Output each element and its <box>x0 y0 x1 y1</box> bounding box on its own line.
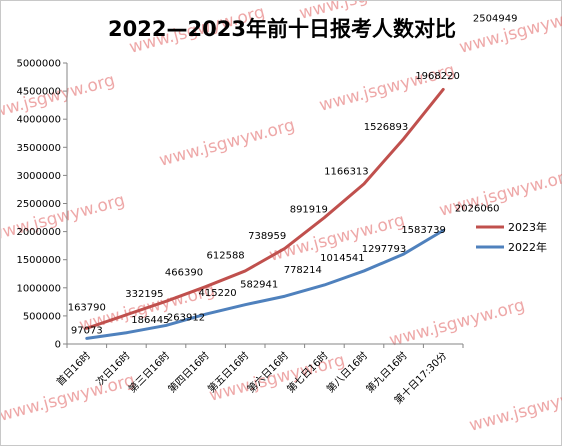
data-label: 163790 <box>68 302 106 313</box>
data-label: 1968220 <box>415 71 460 82</box>
data-label: 738959 <box>248 231 286 242</box>
data-label: 2504949 <box>473 13 518 24</box>
y-tick-label: 5000000 <box>16 59 61 70</box>
y-tick-label: 1500000 <box>16 255 61 266</box>
data-label: 891919 <box>290 204 328 215</box>
y-tick-label: 3500000 <box>16 143 61 154</box>
data-label: 97073 <box>71 325 103 336</box>
y-tick-label: 4000000 <box>16 115 61 126</box>
y-tick-label: 500000 <box>23 311 61 322</box>
data-label: 1526893 <box>364 122 409 133</box>
data-label: 263912 <box>167 312 205 323</box>
data-label: 186445 <box>131 315 169 326</box>
y-tick-label: 2000000 <box>16 227 61 238</box>
data-label: 1297793 <box>362 244 407 255</box>
x-tick-label: 第三日16时 <box>126 349 172 395</box>
watermark-text: www.jsgwyw.org <box>157 115 297 170</box>
watermark-text: www.jsgwyw.org <box>317 60 457 115</box>
series-line-2022年 <box>85 228 445 340</box>
x-tick-label: 第四日16时 <box>165 349 211 395</box>
data-label: 612588 <box>207 251 245 262</box>
legend-label: 2022年 <box>508 240 547 254</box>
data-label: 778214 <box>284 265 322 276</box>
data-label: 1583739 <box>401 225 446 236</box>
legend-label: 2023年 <box>508 220 547 234</box>
watermark-text: www.jsgwyw.org <box>457 2 562 57</box>
data-label: 582941 <box>240 280 278 291</box>
watermark-text: www.jsgwyw.org <box>467 380 562 435</box>
legend: 2023年 2022年 <box>476 220 547 254</box>
y-tick-label: 2500000 <box>16 199 61 210</box>
watermark-text: www.jsgwyw.org <box>387 295 527 350</box>
data-label: 1166313 <box>324 167 369 178</box>
data-label: 1014541 <box>320 253 365 264</box>
series-layer <box>85 87 445 340</box>
y-tick-label: 1000000 <box>16 283 61 294</box>
y-tick-label: 3000000 <box>16 171 61 182</box>
y-tick-label: 4500000 <box>16 87 61 98</box>
data-label: 466390 <box>165 267 203 278</box>
data-label: 2026060 <box>455 203 500 214</box>
y-tick-label: 0 <box>55 340 61 351</box>
chart-title: 2022—2023年前十日报考人数对比 <box>108 17 456 41</box>
data-label: 415220 <box>199 288 237 299</box>
series-line-2023年 <box>85 87 445 330</box>
data-label: 332195 <box>125 289 163 300</box>
